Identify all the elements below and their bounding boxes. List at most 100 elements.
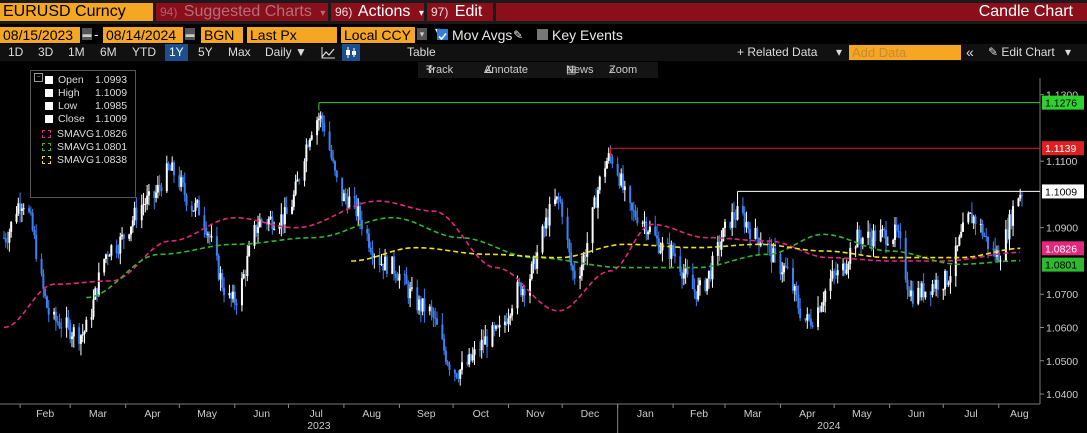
candle-body (384, 256, 387, 271)
suggested-label: Suggested Charts (183, 3, 312, 20)
actions-menu[interactable]: 96) Actions ▾ (331, 3, 424, 21)
candle-body (267, 218, 270, 225)
y-tick-label: 1.0900 (1046, 223, 1078, 235)
candle-body (584, 254, 587, 257)
price-field[interactable]: Last Px (247, 27, 337, 43)
candle-body (8, 231, 11, 243)
legend-swatch (42, 156, 51, 164)
table-button[interactable]: Table (407, 45, 436, 59)
actions-num: 96) (335, 5, 353, 19)
candle-body (559, 199, 562, 202)
candle-body (999, 260, 1002, 262)
key-events-checkbox[interactable] (537, 29, 548, 40)
related-data-button[interactable]: + Related Data (737, 45, 818, 59)
candle-body (359, 206, 362, 221)
legend-swatch (45, 89, 53, 97)
candle-body (933, 284, 936, 289)
candle-body (593, 197, 596, 208)
candle-body (165, 163, 168, 192)
candle-body (679, 256, 682, 272)
candle-body (240, 278, 243, 306)
candle-body (92, 299, 95, 318)
candle-body (604, 168, 607, 177)
candle-body (405, 275, 408, 285)
candle-body (418, 299, 421, 311)
period-max[interactable]: Max (228, 45, 251, 59)
source-field[interactable]: BGN (201, 27, 243, 43)
candle-body (228, 293, 231, 296)
start-date-field[interactable]: 08/15/2023 (0, 27, 80, 43)
add-data-input[interactable]: Add Data (849, 45, 961, 60)
period-3d[interactable]: 3D (38, 45, 54, 59)
candle-body (348, 196, 351, 209)
y-tick-label: 1.1100 (1046, 156, 1077, 168)
candle-body (931, 284, 934, 295)
legend-value: 1.1009 (95, 113, 128, 125)
level-label-bg (1042, 141, 1084, 156)
candle-body (29, 211, 32, 213)
edit-chart-button[interactable]: ✎ Edit Chart (988, 44, 1055, 61)
period-1m[interactable]: 1M (68, 45, 85, 59)
collapse-legend-icon[interactable]: − (34, 73, 43, 82)
period-1y[interactable]: 1Y (165, 44, 188, 61)
x-tick-label: Oct (473, 408, 489, 420)
y-tick-label: 1.0500 (1046, 356, 1078, 368)
x-tick-label: Jun (253, 408, 270, 420)
candle-body (904, 238, 907, 280)
candle-body (741, 206, 744, 213)
candle-body (954, 245, 957, 277)
currency-select[interactable]: Local CCY (341, 27, 415, 43)
candle-body (834, 272, 837, 276)
candle-body (747, 222, 750, 229)
candle-body (419, 299, 422, 312)
candle-body (874, 230, 877, 242)
period-6m[interactable]: 6M (100, 45, 117, 59)
period-1d[interactable]: 1D (8, 45, 24, 59)
track-label: Track (426, 64, 454, 76)
candle-body (987, 236, 990, 249)
candle-body (407, 284, 410, 299)
candle-body (282, 214, 285, 225)
chevron-down-icon[interactable]: ▾ (1065, 45, 1072, 59)
chevron-down-icon[interactable]: ▾ (836, 45, 843, 59)
calendar-icon[interactable]: ▬ (82, 28, 92, 40)
legend-value: 1.0838 (95, 154, 128, 166)
collapse-icon[interactable]: « (966, 44, 974, 60)
moving-average-line (86, 216, 1021, 299)
chevron-down-icon[interactable]: ▾ (417, 28, 427, 40)
period-toolbar: 1D 3D 1M 6M YTD 1Y 5Y Max Daily ▼ Table + Relat… (0, 44, 1087, 61)
edit-menu[interactable]: 97) Edit ▾ (427, 3, 493, 37)
candle-body (285, 207, 288, 214)
candle-body (17, 203, 20, 214)
calendar-icon[interactable]: ▬ (185, 28, 195, 40)
candle-body (495, 325, 498, 329)
ticker-field[interactable]: EURUSD Curncy (0, 3, 153, 21)
pencil-icon[interactable]: ✎ (513, 28, 524, 42)
candle-body (10, 221, 13, 232)
candle-body (6, 241, 9, 243)
candle-body (378, 256, 381, 266)
candle-body (521, 289, 524, 296)
candle-chart-icon[interactable] (342, 44, 360, 61)
line-chart-icon[interactable] (320, 44, 336, 61)
candle-body (333, 161, 336, 171)
mov-avgs-checkbox[interactable] (437, 29, 448, 41)
legend-low: Low 1.0985 (31, 100, 135, 113)
candle-body (180, 177, 183, 187)
candle-body (394, 273, 397, 278)
candle-body (131, 220, 134, 227)
candle-body (548, 204, 551, 226)
candle-body (291, 206, 294, 214)
edit-chart-label: Edit Chart (1001, 45, 1055, 59)
suggested-charts-menu[interactable]: 94) Suggested Charts ▾ (156, 3, 328, 21)
end-date-field[interactable]: 08/14/2024 (103, 27, 183, 43)
candle-body (981, 223, 984, 236)
period-ytd[interactable]: YTD (132, 45, 156, 59)
period-5y[interactable]: 5Y (198, 45, 213, 59)
candle-body (371, 251, 374, 258)
candle-body (886, 243, 889, 245)
frequency-select[interactable]: Daily ▼ (265, 44, 307, 61)
candle-body (498, 324, 501, 328)
candle-body (859, 238, 862, 244)
